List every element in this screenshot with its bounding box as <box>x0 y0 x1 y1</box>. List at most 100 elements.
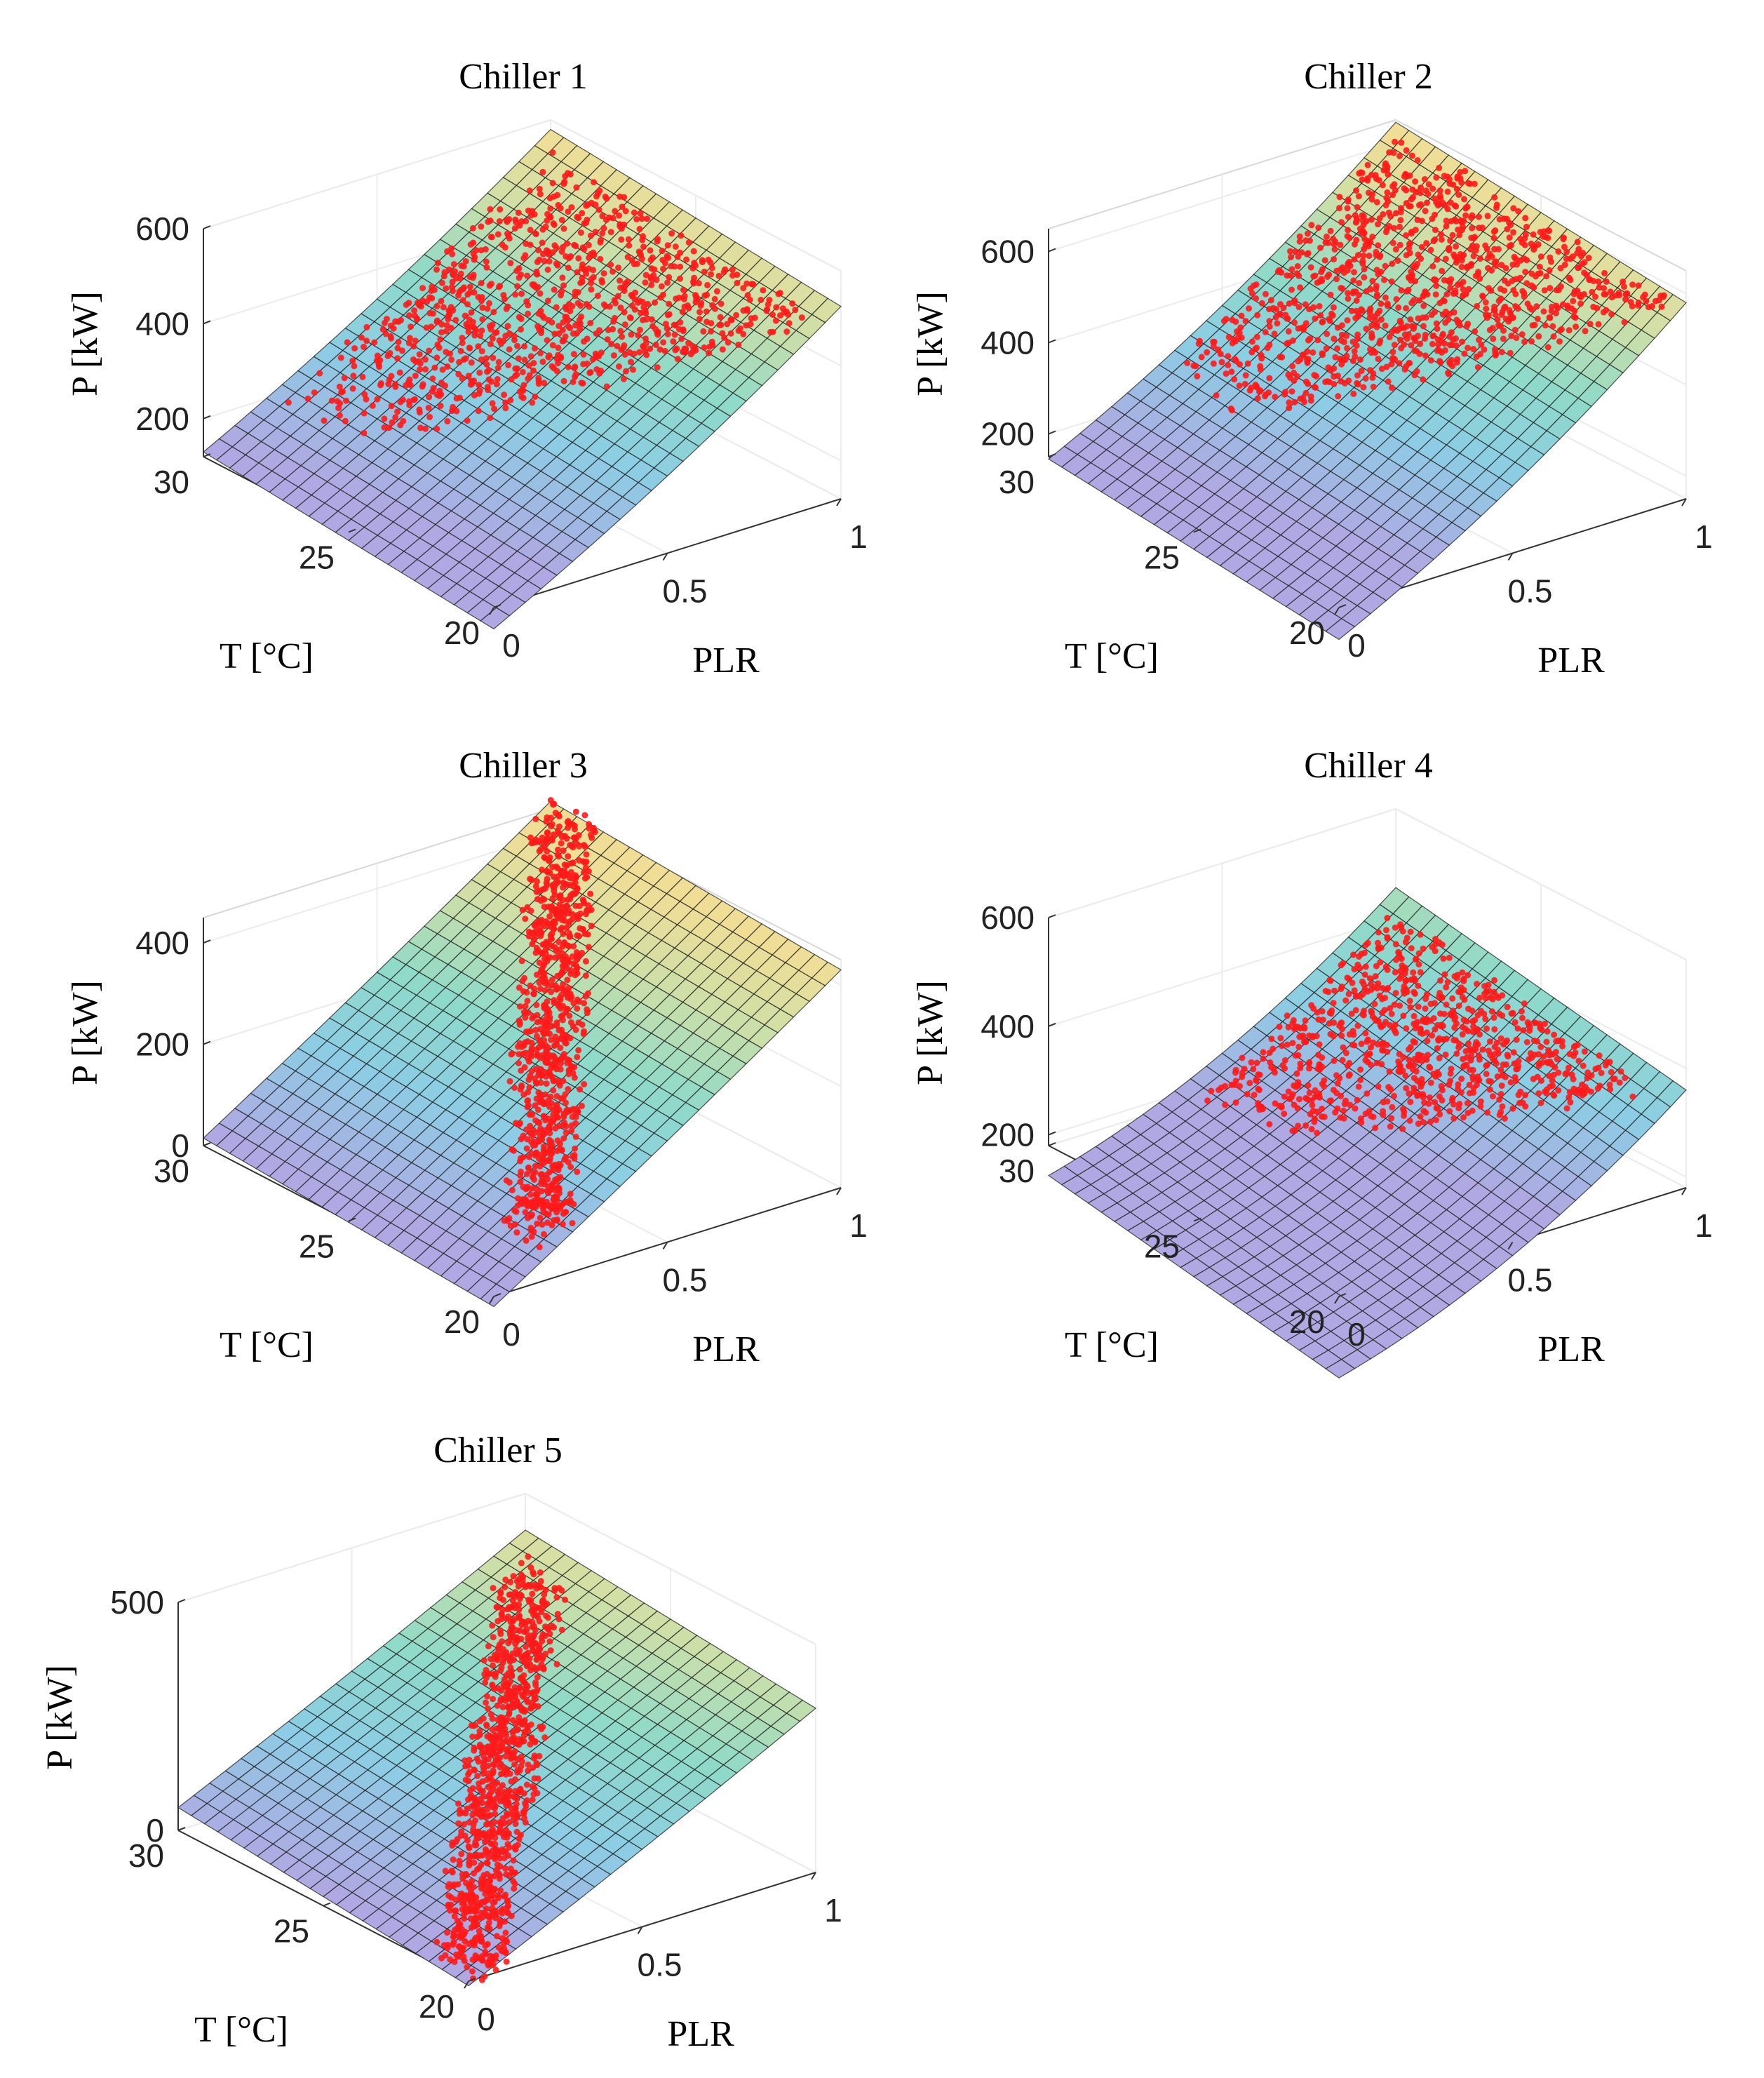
chiller-1-data-point <box>351 345 358 351</box>
chiller-2-data-point <box>1432 227 1439 234</box>
chiller-1-data-point <box>518 316 525 323</box>
chiller-2-data-point <box>1544 344 1551 351</box>
chiller-1-data-point <box>577 279 584 286</box>
chiller-1-data-point <box>493 381 500 388</box>
chiller-1-data-point <box>479 316 486 323</box>
chiller-1-data-point <box>503 305 510 312</box>
chiller-2-data-point <box>1373 321 1380 328</box>
chiller-1-data-point <box>575 215 582 222</box>
chiller-2-data-point <box>1377 337 1384 344</box>
chiller-2-data-point <box>1218 358 1225 366</box>
chiller-2-data-point <box>1385 171 1392 178</box>
chiller-1-data-point <box>640 304 647 311</box>
chiller-1-data-point <box>666 311 673 318</box>
chiller-3-data-point <box>575 832 582 838</box>
chiller-1-data-point <box>559 274 566 281</box>
chiller-3-data-point <box>523 1237 530 1244</box>
chiller-3-data-point <box>527 1053 534 1060</box>
chiller-1-data-point <box>438 279 445 286</box>
chiller-1-data-point <box>588 276 595 283</box>
chiller-3-data-point <box>582 930 588 937</box>
chiller-3-data-point <box>548 1119 555 1126</box>
chiller-2-data-point <box>1407 240 1414 247</box>
chiller-1-data-point <box>685 239 692 246</box>
chiller-1-data-point <box>523 217 530 224</box>
chiller-1-data-point <box>453 408 460 415</box>
chiller-3-data-point <box>530 1013 537 1020</box>
chiller-1-data-point <box>488 281 494 288</box>
chiller-3-x-label: PLR <box>692 1329 760 1369</box>
chiller-1-data-point <box>711 295 718 302</box>
chiller-1-data-point <box>513 371 520 378</box>
chiller-2-data-point <box>1345 196 1352 203</box>
chiller-1-data-point <box>763 307 770 314</box>
chiller-2-data-point <box>1327 291 1334 298</box>
chiller-2-data-point <box>1511 253 1518 260</box>
chiller-1-data-point <box>518 290 525 297</box>
chiller-2-data-point <box>1246 387 1253 394</box>
chiller-3-x-tick-label: 1 <box>849 1207 868 1244</box>
chiller-1-data-point <box>570 330 577 337</box>
chiller-1-data-point <box>412 373 419 380</box>
chiller-1-z-gridline <box>203 119 842 272</box>
chiller-2-data-point <box>1296 238 1303 245</box>
chiller-1-data-point <box>411 396 418 403</box>
chiller-2-data-point <box>1286 300 1293 307</box>
chiller-3-data-point <box>525 1028 532 1035</box>
chiller-1-data-point <box>506 346 513 353</box>
chiller-2-data-point <box>1476 255 1483 262</box>
chiller-3-data-point <box>542 946 549 953</box>
chiller-1-data-point <box>685 340 692 347</box>
chiller-2-data-point <box>1490 228 1497 235</box>
chiller-3-data-point <box>553 1040 560 1047</box>
chiller-2-data-point <box>1443 291 1450 297</box>
chiller-2-data-point <box>1353 342 1360 349</box>
chiller-2-data-point <box>1385 378 1392 385</box>
chiller-2-data-point <box>1253 281 1260 288</box>
chiller-2-data-point <box>1398 287 1405 294</box>
chiller-2-data-point <box>1364 161 1371 168</box>
chiller-3-data-point <box>551 925 557 932</box>
chiller-3-data-point <box>565 943 572 950</box>
chiller-3-data-point <box>537 986 544 992</box>
chiller-1-data-point <box>536 256 543 263</box>
chiller-1-data-point <box>773 304 780 311</box>
chiller-3-data-point <box>533 929 540 936</box>
chiller-3-data-point <box>588 923 595 930</box>
chiller-2-data-point <box>1352 212 1359 219</box>
chiller-1-data-point <box>677 263 684 270</box>
chiller-2-data-point <box>1450 309 1457 316</box>
chiller-1-data-point <box>560 243 567 250</box>
chiller-2-data-point <box>1241 380 1248 387</box>
chiller-1-data-point <box>369 402 376 409</box>
chiller-2-data-point <box>1326 317 1333 324</box>
chiller-1-data-point <box>484 384 491 391</box>
chiller-3-data-point <box>552 1125 559 1132</box>
chiller-2-data-point <box>1635 282 1642 289</box>
chiller-1-data-point <box>769 311 776 318</box>
chiller-2-data-point <box>1563 248 1570 255</box>
chiller-1-data-point <box>579 274 586 281</box>
chiller-3-data-point <box>554 865 561 871</box>
chiller-1-data-point <box>542 223 549 230</box>
chiller-2-data-point <box>1424 291 1431 298</box>
chiller-3-data-point <box>544 981 551 988</box>
chiller-3-data-point <box>534 1118 541 1125</box>
chiller-1-z-tick-label: 600 <box>135 210 189 247</box>
chiller-2-data-point <box>1345 227 1352 234</box>
chiller-2-data-point <box>1231 376 1238 383</box>
chiller-3-data-point <box>582 864 589 871</box>
chiller-1-data-point <box>689 343 696 350</box>
chiller-2-z-tick-label: 400 <box>981 325 1035 361</box>
chiller-1-data-point <box>341 375 348 382</box>
chiller-2-data-point <box>1447 237 1454 244</box>
chiller-1-data-point <box>708 271 715 278</box>
chiller-3-data-point <box>528 1150 535 1157</box>
chiller-2-data-point <box>1507 349 1514 356</box>
chiller-1-data-point <box>707 259 714 266</box>
chiller-1-data-point <box>591 179 597 186</box>
chiller-2-data-point <box>1498 262 1505 269</box>
chiller-2-data-point <box>1458 179 1465 186</box>
chiller-3-data-point <box>518 1155 524 1162</box>
chiller-2-data-point <box>1298 249 1305 256</box>
